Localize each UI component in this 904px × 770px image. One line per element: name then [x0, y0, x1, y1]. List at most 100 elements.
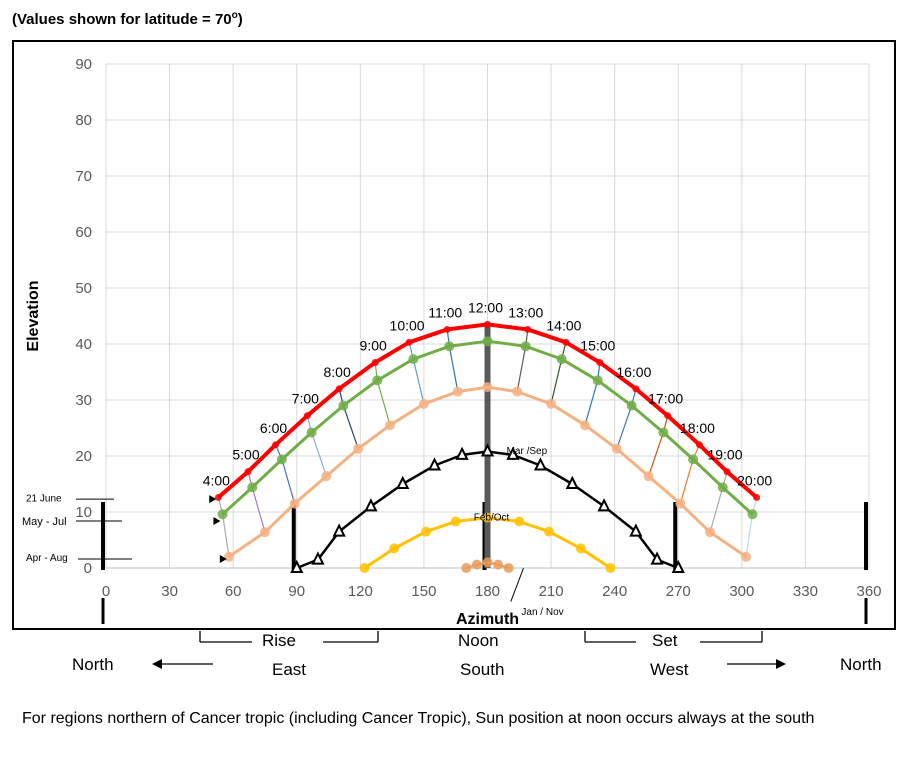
series-point [611, 443, 622, 454]
series-point [514, 516, 525, 527]
y-tick-label: 10 [75, 504, 92, 521]
series-point [311, 551, 325, 565]
x-axis-title: Azimuth [456, 611, 519, 628]
series-point [562, 338, 570, 346]
arrow-head-left [152, 659, 162, 669]
x-tick-label: 120 [348, 583, 373, 600]
footnote: For regions northern of Cancer tropic (i… [22, 710, 815, 727]
series-point [450, 516, 461, 527]
series-point [688, 454, 699, 465]
series-point [658, 427, 669, 438]
y-tick-label: 40 [75, 336, 92, 353]
series-point [217, 509, 228, 520]
x-tick-label: 210 [539, 583, 564, 600]
month-label: 21 June [26, 493, 62, 504]
series-point [705, 527, 716, 538]
series-point [372, 375, 383, 386]
series-point [512, 386, 523, 397]
series-point [332, 523, 346, 537]
series-point [629, 523, 643, 537]
hour-label: 15:00 [580, 337, 615, 353]
series-point [482, 382, 493, 393]
chart-frame: 0 10 20 30 40 50 60 70 80 90 0 30 60 90 120 150 180 210 24… [12, 40, 896, 630]
set-label: Set [652, 631, 678, 650]
series-point [747, 509, 758, 520]
series-point [596, 358, 604, 366]
series-point [546, 398, 557, 409]
series-point [480, 443, 495, 457]
hour-label: 7:00 [292, 391, 319, 407]
hour-label: 5:00 [232, 447, 259, 463]
series-point [385, 420, 396, 431]
rise-label: Rise [262, 631, 297, 650]
series-point [520, 341, 531, 352]
series-point [272, 441, 280, 449]
series-point [443, 325, 451, 333]
hour-label: 17:00 [648, 391, 683, 407]
month-label: Apr - Aug [26, 553, 68, 564]
hour-label: 13:00 [508, 304, 543, 320]
x-tick-label: 180 [475, 583, 500, 600]
month-pointer-head [213, 516, 221, 525]
series-point [289, 498, 300, 509]
hour-label: 12:00 [468, 299, 503, 315]
y-tick-label: 20 [75, 448, 92, 465]
west-label: West [650, 660, 689, 679]
month-pointer-head [209, 495, 217, 504]
series-point [503, 563, 514, 573]
y-tick-label: 70 [75, 168, 92, 185]
series-point [675, 498, 686, 509]
series-point [626, 400, 637, 411]
series-point [321, 471, 332, 482]
series-point [455, 446, 469, 460]
month-label: Mar /Sep [507, 446, 548, 457]
hour-label: 10:00 [390, 317, 425, 333]
hour-label: 9:00 [360, 337, 387, 353]
series-point [276, 454, 287, 465]
arrow-head-right [776, 659, 786, 669]
series-point [335, 385, 343, 393]
x-tick-label: 360 [856, 583, 881, 600]
series-point [632, 385, 640, 393]
series-point [471, 559, 482, 570]
series-point [671, 559, 685, 573]
x-tick-label: 60 [225, 583, 242, 600]
series-point [359, 563, 370, 573]
series-point [214, 493, 222, 501]
series-point [695, 441, 703, 449]
y-tick-label: 90 [75, 56, 92, 73]
series-point [493, 559, 504, 570]
series-point [444, 341, 455, 352]
hour-label: 20:00 [737, 472, 772, 488]
north-right-label: North [840, 655, 882, 674]
series-point [484, 320, 491, 328]
series-point [650, 551, 664, 565]
series-point [533, 457, 548, 471]
y-tick-label: 0 [84, 560, 92, 577]
series-point [364, 498, 378, 512]
series-point [482, 557, 493, 568]
month-pointer [510, 567, 524, 602]
series-point [247, 482, 258, 493]
y-axis-title: Elevation [25, 280, 42, 351]
x-tick-label: 90 [288, 583, 305, 600]
direction-arrows [152, 631, 786, 669]
x-tick-label: 240 [602, 583, 627, 600]
series-point [244, 468, 252, 476]
series-point [575, 543, 586, 554]
y-tick-label: 50 [75, 280, 92, 297]
y-tick-label: 60 [75, 224, 92, 241]
series-point [223, 551, 234, 562]
series-point [303, 412, 311, 420]
series-point [664, 412, 672, 420]
series-point [353, 443, 364, 454]
series-point [461, 563, 472, 573]
x-tick-label: 270 [666, 583, 691, 600]
noon-label: Noon [458, 631, 499, 650]
x-tick-label: 330 [793, 583, 818, 600]
y-tick-label: 80 [75, 112, 92, 129]
series-point [408, 354, 419, 365]
series-point [259, 527, 270, 538]
month-label: Feb/Oct [474, 513, 510, 524]
hour-label: 6:00 [260, 420, 287, 436]
